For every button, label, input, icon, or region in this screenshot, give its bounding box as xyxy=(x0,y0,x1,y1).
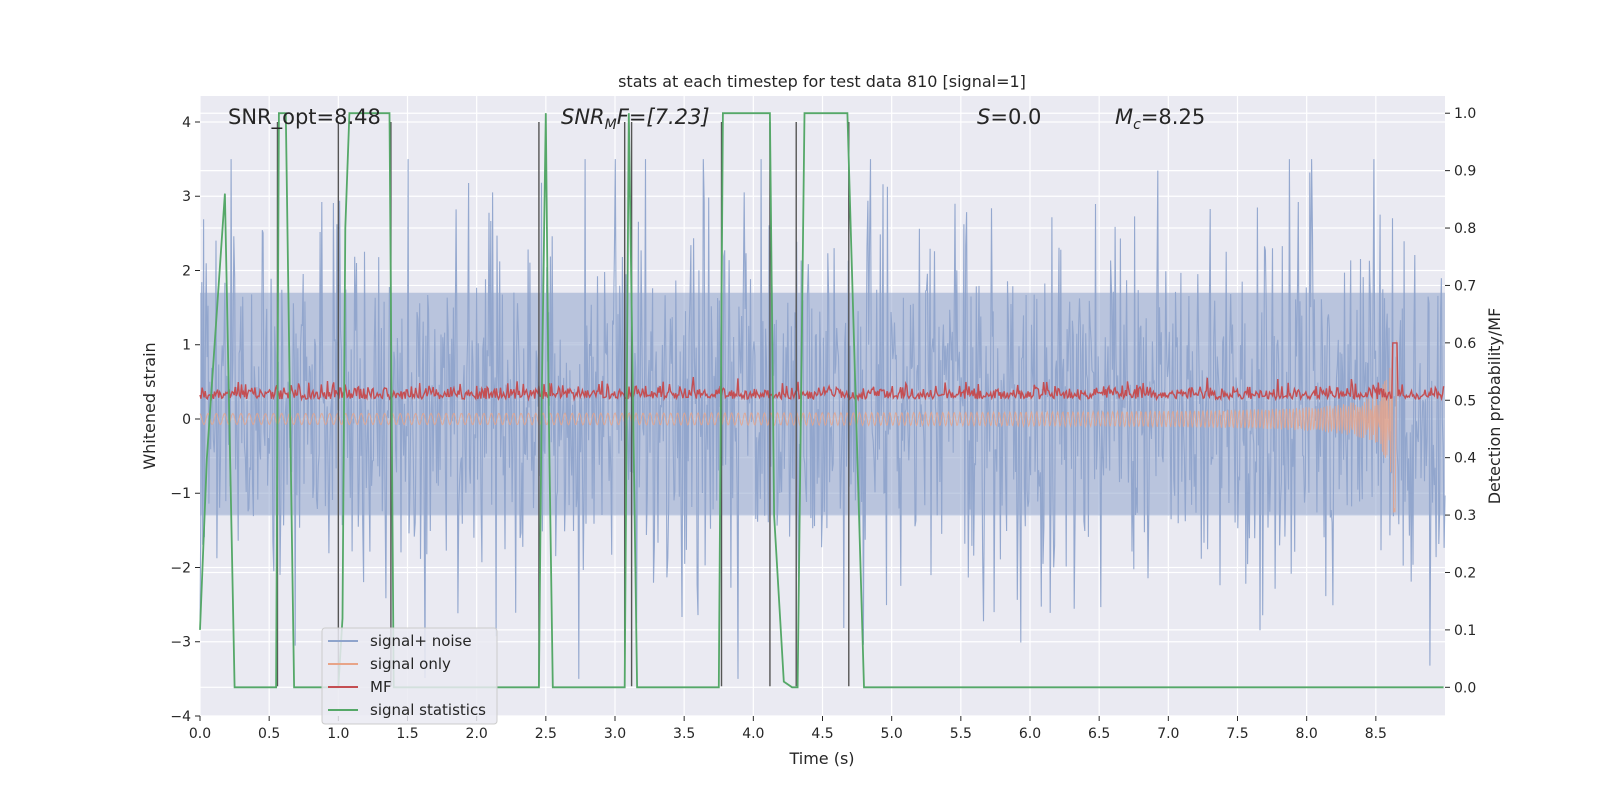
annotation-snr-mf-rest: F=[7.23] xyxy=(617,105,710,129)
x-tick-label: 3.0 xyxy=(604,726,626,742)
x-tick-label: 1.0 xyxy=(327,726,349,742)
annotation-mc-sub: c xyxy=(1133,117,1141,133)
x-tick-label: 8.5 xyxy=(1365,726,1387,742)
annotation-snr-opt: SNR_opt=8.48 xyxy=(228,105,381,130)
y-right-tick-label: 0.1 xyxy=(1454,623,1476,639)
x-tick-label: 0.0 xyxy=(189,726,211,742)
x-tick-label: 1.5 xyxy=(396,726,418,742)
y-left-tick-label: 4 xyxy=(182,115,191,131)
y-right-tick-label: 0.3 xyxy=(1454,508,1476,524)
signal-noise-series xyxy=(199,159,1446,679)
x-tick-label: 3.5 xyxy=(673,726,695,742)
signal-noise-band xyxy=(200,292,1445,516)
annotation-mc: Mc=8.25 xyxy=(1115,105,1205,133)
x-tick-label: 4.0 xyxy=(742,726,764,742)
annotation-snr-mf-italic: SNR xyxy=(561,105,605,129)
y-right-tick-label: 1.0 xyxy=(1454,106,1476,122)
annotation-s-rest: =0.0 xyxy=(990,105,1041,129)
x-tick-label: 7.0 xyxy=(1157,726,1179,742)
signal-statistics-line xyxy=(199,112,1444,689)
y-right-tick-label: 0.4 xyxy=(1454,451,1476,467)
y-left-tick-label: 3 xyxy=(182,189,191,205)
y-right-tick-label: 0.0 xyxy=(1454,680,1476,696)
legend-box xyxy=(321,627,498,725)
y-right-tick-label: 0.7 xyxy=(1454,278,1476,294)
signal-statistics-series xyxy=(199,112,1444,689)
y-right-tick-label: 0.6 xyxy=(1454,336,1476,352)
annotation-s: S=0.0 xyxy=(977,105,1041,129)
signal-only-series xyxy=(199,340,1398,513)
signal-only-line xyxy=(199,340,1398,513)
x-tick-label: 2.5 xyxy=(535,726,557,742)
mf-series xyxy=(199,342,1445,402)
y-left-tick-label: −4 xyxy=(170,709,191,725)
y-right-tick-label: 0.2 xyxy=(1454,565,1476,581)
y-left-tick-label: −3 xyxy=(170,635,191,651)
chart-title: stats at each timestep for test data 810… xyxy=(618,72,1026,91)
y-axis-left-label: Whitened strain xyxy=(140,342,159,469)
y-left-tick-label: 0 xyxy=(182,412,191,428)
mf-line xyxy=(199,342,1445,402)
annotation-mc-italic: M xyxy=(1115,105,1133,129)
x-tick-label: 6.0 xyxy=(1019,726,1041,742)
y-axis-right-label: Detection probability/MF xyxy=(1485,308,1504,505)
legend-label-signal-noise: signal+ noise xyxy=(370,632,472,650)
x-tick-label: 0.5 xyxy=(258,726,280,742)
annotation-snr-mf-sub: M xyxy=(605,117,617,133)
y-right-tick-label: 0.8 xyxy=(1454,221,1476,237)
y-right-tick-label: 0.9 xyxy=(1454,164,1476,180)
x-tick-label: 6.5 xyxy=(1088,726,1110,742)
x-tick-label: 5.5 xyxy=(950,726,972,742)
y-left-tick-label: −2 xyxy=(170,560,191,576)
x-tick-label: 2.0 xyxy=(466,726,488,742)
legend: signal+ noise signal only MF signal stat… xyxy=(321,627,498,725)
y-left-tick-label: 1 xyxy=(182,338,191,354)
x-axis-label: Time (s) xyxy=(788,749,854,768)
legend-label-signal-only: signal only xyxy=(370,655,451,673)
y-left-tick-label: 2 xyxy=(182,263,191,279)
tick-labels: 0.0 0.5 1.0 1.5 2.0 2.5 3.0 3.5 4.0 4.5 5.0 5.5 6.0 6… xyxy=(170,106,1476,742)
y-right-tick-label: 0.5 xyxy=(1454,393,1476,409)
annotation-s-italic: S xyxy=(977,105,990,129)
x-tick-label: 5.0 xyxy=(881,726,903,742)
x-tick-label: 8.0 xyxy=(1296,726,1318,742)
y-left-tick-label: −1 xyxy=(170,486,191,502)
annotation-snr-mf: SNRMF=[7.23] xyxy=(561,105,710,133)
annotation-mc-rest: =8.25 xyxy=(1141,105,1205,129)
x-tick-label: 4.5 xyxy=(811,726,833,742)
x-tick-label: 7.5 xyxy=(1226,726,1248,742)
legend-label-mf: MF xyxy=(370,678,392,696)
legend-label-signal-statistics: signal statistics xyxy=(370,701,486,719)
